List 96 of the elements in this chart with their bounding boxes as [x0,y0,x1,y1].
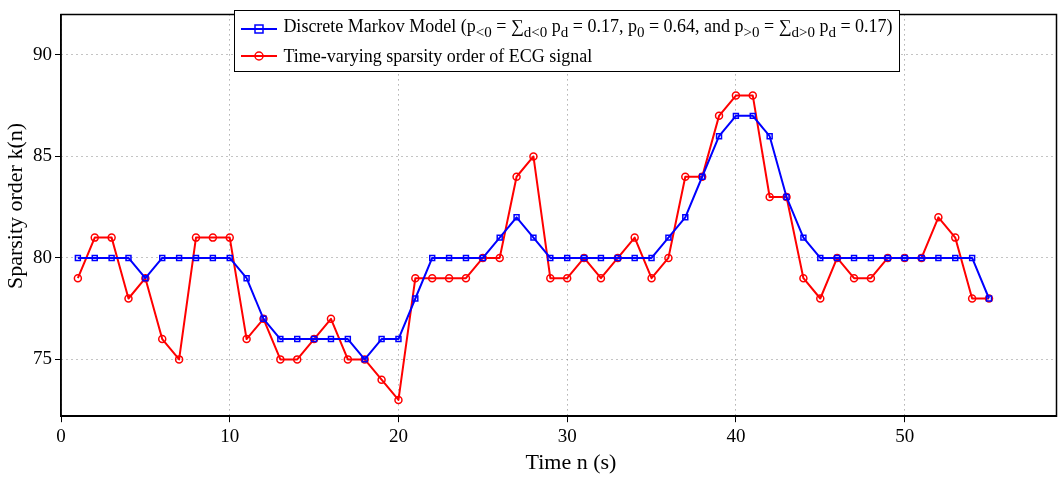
point [74,254,82,262]
point [732,112,740,120]
point [326,314,336,324]
point [529,152,538,161]
point [344,335,352,343]
point [209,254,217,262]
point [715,132,723,140]
point [90,233,99,242]
point [665,234,672,241]
point [394,395,403,405]
point [951,233,960,242]
point [294,335,301,343]
point [547,254,554,262]
point [765,192,774,202]
point [562,273,572,283]
y-tick-label: 85 [33,144,52,166]
point [445,254,453,262]
y-axis-title: Sparsity order k(n) [2,122,28,289]
point [192,254,200,262]
point [816,294,825,303]
point [412,295,419,302]
point [427,273,437,283]
point [596,273,606,283]
point [243,274,250,282]
point [395,335,402,343]
point [530,234,537,241]
point [935,254,942,262]
legend-label: Time-varying sparsity order of ECG signal [283,44,593,68]
x-axis-title: Time n (s) [524,449,618,475]
point [124,294,133,303]
point [681,172,690,181]
point [208,233,218,242]
point [714,111,724,121]
point [968,254,976,262]
point [731,91,741,100]
point [748,91,758,100]
point [461,273,471,283]
point [159,254,166,262]
point [800,234,807,241]
point [817,254,824,262]
point [799,273,808,283]
point [850,254,858,262]
point [444,273,454,283]
point [226,254,233,262]
x-tick-label: 30 [557,424,577,446]
point [191,233,201,242]
y-tick-label: 90 [33,42,52,64]
point [91,254,98,262]
point [411,273,420,283]
x-tick-label: 0 [56,424,66,446]
point [546,273,555,283]
point [496,234,503,241]
x-tick-label: 10 [220,424,240,446]
point [292,355,302,364]
point [512,172,521,181]
point [343,355,353,364]
y-tick-label: 75 [33,347,52,369]
x-tick-label: 40 [726,424,746,446]
point [428,254,436,262]
point [225,233,234,242]
point [125,254,132,262]
point [630,233,639,242]
point [108,254,115,262]
point [327,335,335,343]
point [647,273,656,283]
point [849,273,859,283]
x-tick-label: 50 [895,424,915,446]
point [242,334,251,344]
point [682,214,689,221]
text: Discrete Markov Model (p$_{<0}$ = ∑$_{d<0}$ p$_{d}$ = 0.17, p$_{0}$ = 0.64, and p$_{>0}$ = ∑$_{d>0}$ p$_{d}$ = 0.17) [283,16,893,40]
point [174,355,184,364]
point [648,254,655,262]
point [934,213,943,222]
point [73,273,83,283]
point [495,253,504,263]
point [952,254,959,262]
point [377,375,386,384]
point [563,254,571,262]
point [277,335,284,343]
point [276,355,285,364]
y-tick-label: 80 [33,245,52,267]
point [866,273,876,283]
point [967,294,977,303]
point [462,254,470,262]
point [107,233,116,242]
point [766,132,773,140]
point [749,112,757,120]
point [597,254,605,262]
point [664,253,673,263]
point [631,254,638,262]
point [175,254,183,262]
point [867,254,875,262]
point [378,335,385,343]
point [157,334,167,344]
point [513,214,520,221]
x-tick-label: 20 [388,424,408,446]
